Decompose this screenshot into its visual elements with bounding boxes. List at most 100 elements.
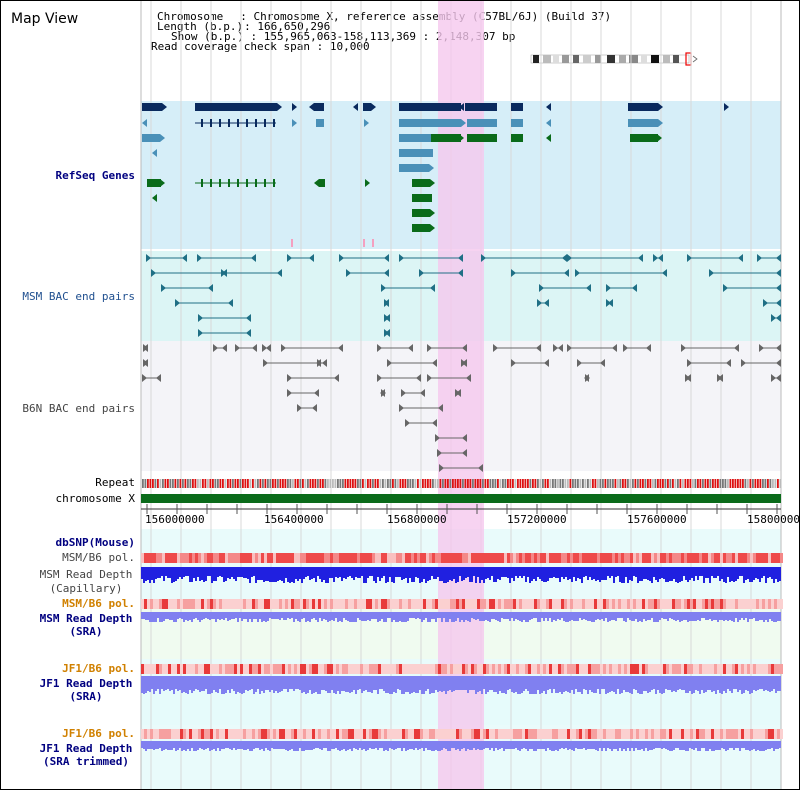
polymorphism-cell xyxy=(498,599,501,609)
polymorphism-cell xyxy=(255,729,258,739)
polymorphism-cell xyxy=(687,553,690,563)
bac-end-marker xyxy=(405,419,410,427)
depth-bar xyxy=(535,567,537,581)
polymorphism-cell xyxy=(528,729,531,739)
depth-bar xyxy=(369,741,371,748)
gene-exon xyxy=(273,179,275,187)
depth-bar xyxy=(475,567,477,583)
depth-bar xyxy=(741,612,743,618)
depth-bar xyxy=(449,567,451,580)
polymorphism-cell xyxy=(438,599,441,609)
b6n-bac-track[interactable] xyxy=(142,344,781,472)
depth-bar xyxy=(303,676,305,692)
depth-bar xyxy=(367,612,369,620)
depth-bar xyxy=(545,741,547,751)
polymorphism-cell xyxy=(354,553,357,563)
gene-marker xyxy=(363,239,365,247)
polymorphism-cell xyxy=(708,599,711,609)
polymorphism-cell xyxy=(597,553,600,563)
depth-bar xyxy=(561,741,563,748)
chromosome-ideogram[interactable] xyxy=(529,51,701,67)
polymorphism-cell xyxy=(597,729,600,739)
depth-bar xyxy=(275,567,277,582)
depth-bar xyxy=(653,567,655,577)
repeat-element xyxy=(504,479,507,488)
repeat-element xyxy=(174,479,177,488)
depth-bar xyxy=(411,741,413,749)
polymorphism-cell xyxy=(672,729,675,739)
depth-bar xyxy=(571,567,573,582)
polymorphism-cell xyxy=(654,729,657,739)
gene-arrow xyxy=(160,179,165,187)
depth-bar xyxy=(317,567,319,576)
gene-exon xyxy=(255,119,257,127)
depth-bar xyxy=(627,676,629,692)
depth-bar xyxy=(447,567,449,582)
repeat-element xyxy=(494,479,497,488)
polymorphism-cell xyxy=(579,553,582,563)
depth-bar xyxy=(267,612,269,621)
polymorphism-cell xyxy=(666,729,669,739)
depth-bar xyxy=(197,676,199,690)
polymorphism-cell xyxy=(591,599,594,609)
bac-end-marker xyxy=(564,269,569,277)
depth-bar xyxy=(753,676,755,690)
depth-bar xyxy=(229,741,231,749)
polymorphism-cell xyxy=(204,729,207,739)
depth-bar xyxy=(637,612,639,622)
gene-arrow xyxy=(461,119,466,127)
depth-bar xyxy=(481,741,483,750)
depth-bar xyxy=(405,676,407,692)
polymorphism-cell xyxy=(408,599,411,609)
polymorphism-cell xyxy=(309,553,312,563)
depth-bar xyxy=(421,741,423,748)
ideogram-bands xyxy=(533,55,679,63)
depth-bar xyxy=(255,612,257,619)
depth-bar xyxy=(435,676,437,690)
polymorphism-cell xyxy=(714,664,717,674)
depth-bar xyxy=(617,676,619,689)
depth-bar xyxy=(669,741,671,751)
depth-bar xyxy=(233,676,235,691)
depth-bar xyxy=(285,676,287,689)
polymorphism-cell xyxy=(348,599,351,609)
repeat-element xyxy=(509,479,512,488)
depth-bar xyxy=(549,741,551,750)
depth-bar xyxy=(633,612,635,621)
polymorphism-cell xyxy=(621,599,624,609)
depth-bar xyxy=(631,612,633,621)
depth-bar xyxy=(359,676,361,689)
depth-bar xyxy=(363,612,365,621)
depth-bar xyxy=(505,741,507,749)
polymorphism-cell xyxy=(507,553,510,563)
polymorphism-cell xyxy=(543,729,546,739)
polymorphism-cell xyxy=(411,664,414,674)
depth-bar xyxy=(775,676,777,693)
depth-bar xyxy=(573,567,575,577)
polymorphism-cell xyxy=(582,599,585,609)
depth-bar xyxy=(653,741,655,749)
depth-bar xyxy=(365,612,367,621)
msm-bac-track[interactable] xyxy=(146,254,781,337)
polymorphism-cell xyxy=(549,553,552,563)
refseq-genes-track[interactable] xyxy=(142,103,729,247)
depth-bar xyxy=(143,612,145,619)
depth-bar xyxy=(197,612,199,620)
polymorphism-cell xyxy=(324,664,327,674)
depth-bar xyxy=(623,741,625,749)
polymorphism-cell xyxy=(675,664,678,674)
depth-bar xyxy=(765,741,767,750)
depth-bar xyxy=(581,612,583,620)
polymorphism-cell xyxy=(225,599,228,609)
depth-bar xyxy=(521,741,523,749)
polymorphism-cell xyxy=(537,729,540,739)
repeat-element xyxy=(457,479,459,488)
depth-bar xyxy=(575,676,577,689)
bac-end-marker xyxy=(252,344,257,352)
depth-bar xyxy=(539,741,541,749)
polymorphism-cell xyxy=(390,599,393,609)
depth-bar xyxy=(695,567,697,576)
depth-bar xyxy=(733,612,735,622)
depth-bar xyxy=(263,676,265,693)
